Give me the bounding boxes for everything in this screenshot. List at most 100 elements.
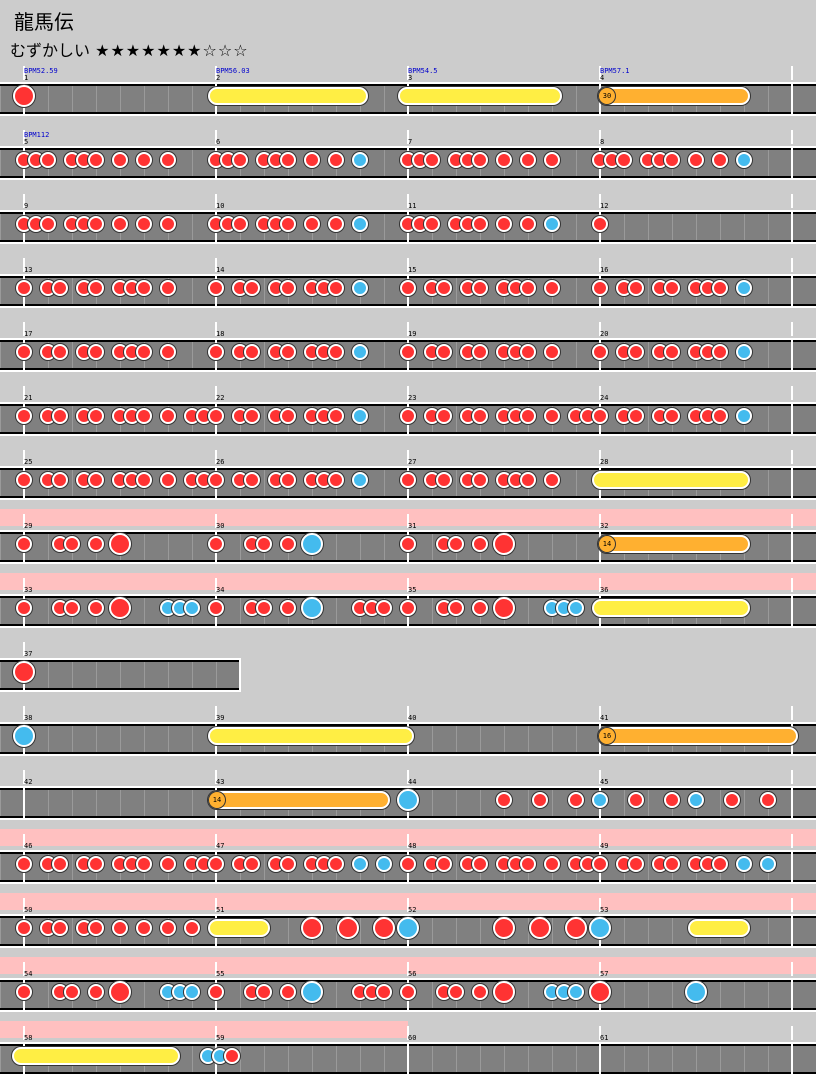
don-note bbox=[16, 984, 32, 1000]
don-note bbox=[520, 408, 536, 424]
measure-number: 51 bbox=[216, 906, 225, 914]
don-note bbox=[472, 536, 488, 552]
don-note bbox=[712, 408, 728, 424]
gogo-highlight bbox=[0, 1021, 408, 1038]
barline-tick bbox=[791, 258, 793, 272]
beat-line bbox=[264, 1046, 265, 1072]
beat-line bbox=[744, 982, 745, 1008]
don-note bbox=[400, 472, 416, 488]
don-note bbox=[136, 408, 152, 424]
barline bbox=[791, 850, 793, 884]
don-note bbox=[88, 408, 104, 424]
beat-line bbox=[456, 726, 457, 752]
don-note bbox=[592, 344, 608, 360]
barline-tick bbox=[599, 514, 601, 528]
don-note bbox=[244, 344, 260, 360]
don-note bbox=[256, 536, 272, 552]
beat-line bbox=[192, 790, 193, 816]
song-title: 龍馬伝 bbox=[14, 10, 74, 34]
barline-tick bbox=[599, 898, 601, 912]
barline-tick bbox=[791, 322, 793, 336]
don-note bbox=[664, 856, 680, 872]
beat-line bbox=[432, 790, 433, 816]
don-note bbox=[244, 280, 260, 296]
bpm-label: BPM57.1 bbox=[600, 67, 630, 75]
ka-note bbox=[592, 792, 608, 808]
beat-line bbox=[384, 86, 385, 112]
don-note bbox=[520, 152, 536, 168]
beat-line bbox=[480, 726, 481, 752]
barline-tick bbox=[407, 322, 409, 336]
barline bbox=[791, 146, 793, 180]
don-note bbox=[64, 984, 80, 1000]
don-note bbox=[664, 152, 680, 168]
big-don-note bbox=[109, 597, 131, 619]
barline-tick bbox=[791, 834, 793, 848]
don-note bbox=[448, 536, 464, 552]
beat-line bbox=[144, 534, 145, 560]
difficulty-stars: ★★★★★★★☆☆☆ bbox=[95, 41, 249, 60]
barline-tick bbox=[407, 130, 409, 144]
don-note bbox=[400, 344, 416, 360]
beat-line bbox=[576, 342, 577, 368]
barline-tick bbox=[23, 1026, 25, 1040]
beat-line bbox=[96, 790, 97, 816]
don-note bbox=[628, 792, 644, 808]
drumroll bbox=[398, 87, 562, 105]
don-note bbox=[208, 536, 224, 552]
barline-tick bbox=[407, 450, 409, 464]
don-note bbox=[280, 152, 296, 168]
don-note bbox=[472, 600, 488, 616]
beat-line bbox=[96, 662, 97, 688]
barline-tick bbox=[215, 322, 217, 336]
big-ka-note bbox=[13, 725, 35, 747]
don-note bbox=[16, 536, 32, 552]
beat-line bbox=[0, 854, 1, 880]
barline bbox=[791, 210, 793, 244]
barline-tick bbox=[23, 642, 25, 656]
barline-tick bbox=[791, 130, 793, 144]
beat-line bbox=[264, 342, 265, 368]
drumroll bbox=[592, 471, 750, 489]
barline-tick bbox=[23, 578, 25, 592]
barline-tick bbox=[599, 258, 601, 272]
don-note bbox=[208, 280, 224, 296]
measure-number: 42 bbox=[24, 778, 33, 786]
barline-tick bbox=[599, 386, 601, 400]
barline bbox=[791, 82, 793, 116]
don-note bbox=[208, 856, 224, 872]
barline-tick bbox=[599, 194, 601, 208]
beat-line bbox=[72, 918, 73, 944]
beat-line bbox=[648, 854, 649, 880]
don-note bbox=[628, 344, 644, 360]
don-note bbox=[256, 600, 272, 616]
measure-number: 22 bbox=[216, 394, 225, 402]
measure-number: 35 bbox=[408, 586, 417, 594]
drumroll bbox=[208, 727, 414, 745]
barline-tick bbox=[407, 386, 409, 400]
beat-line bbox=[648, 1046, 649, 1072]
beat-line bbox=[384, 342, 385, 368]
ka-note bbox=[544, 216, 560, 232]
beat-line bbox=[192, 86, 193, 112]
don-note bbox=[52, 920, 68, 936]
measure-number: 14 bbox=[216, 266, 225, 274]
beat-line bbox=[48, 534, 49, 560]
difficulty-line: むずかしい ★★★★★★★☆☆☆ bbox=[10, 37, 249, 61]
don-note bbox=[64, 536, 80, 552]
don-note bbox=[88, 856, 104, 872]
don-note bbox=[88, 216, 104, 232]
beat-line bbox=[384, 406, 385, 432]
don-note bbox=[664, 408, 680, 424]
barline-tick bbox=[23, 130, 25, 144]
don-note bbox=[88, 600, 104, 616]
beat-line bbox=[768, 534, 769, 560]
don-note bbox=[400, 856, 416, 872]
measure-number: 7 bbox=[408, 138, 413, 146]
barline-tick bbox=[599, 1026, 601, 1040]
beat-line bbox=[528, 598, 529, 624]
beat-line bbox=[288, 1046, 289, 1072]
barline-tick bbox=[23, 834, 25, 848]
beat-line bbox=[0, 214, 1, 240]
beat-line bbox=[48, 726, 49, 752]
